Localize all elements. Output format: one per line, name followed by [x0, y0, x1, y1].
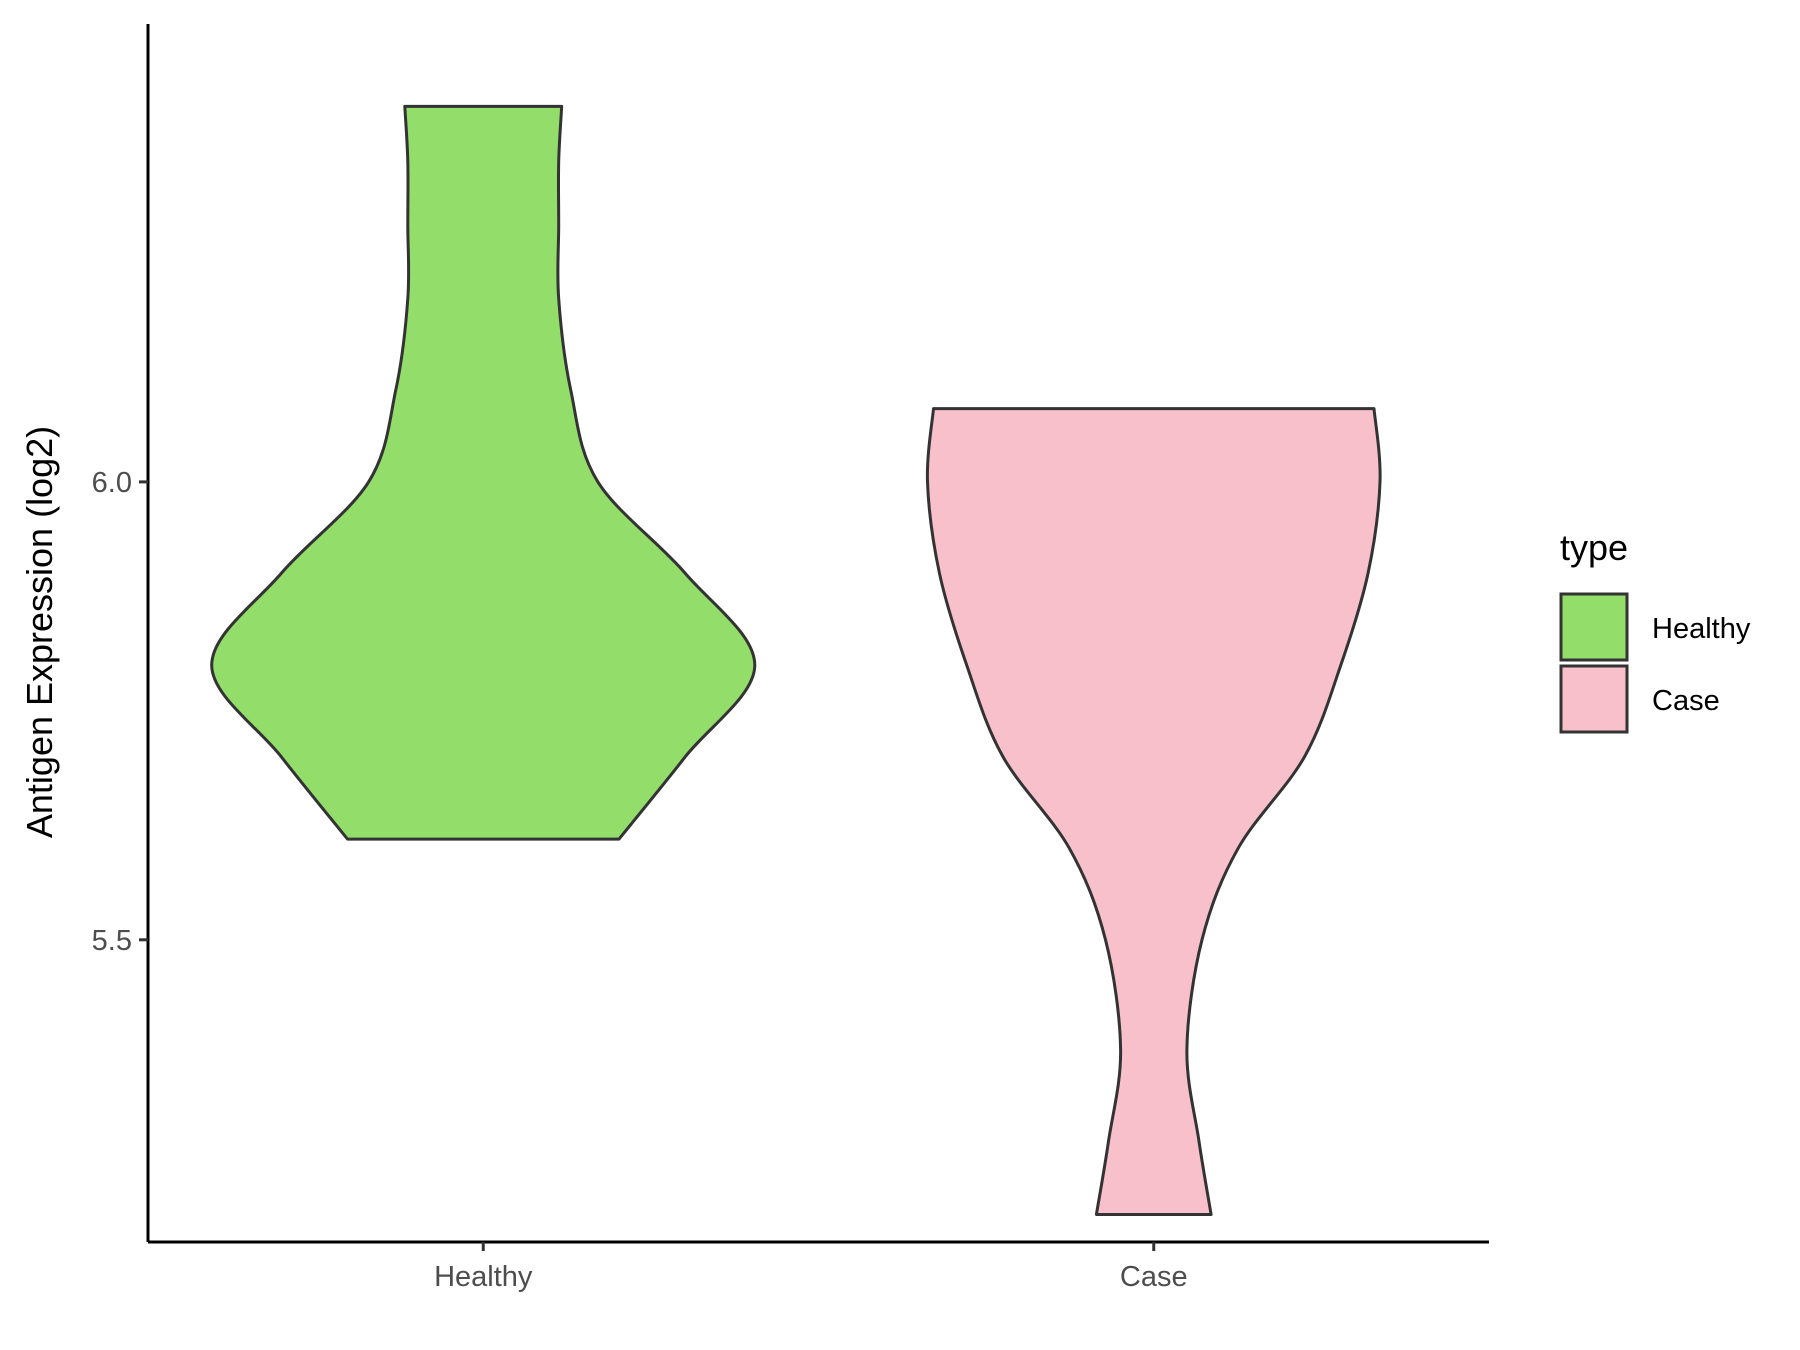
violin-case [925, 407, 1382, 1216]
x-ticks: Healthy Case [434, 1242, 1188, 1293]
y-axis-title: Antigen Expression (log2) [19, 426, 60, 838]
y-tick-label: 6.0 [92, 467, 132, 499]
legend-label-case: Case [1652, 685, 1720, 717]
x-tick-label: Healthy [434, 1261, 533, 1293]
legend-swatch-case [1559, 664, 1629, 734]
y-ticks: 5.5 6.0 [92, 467, 148, 957]
legend: type Healthy Case [1559, 527, 1751, 734]
legend-swatch-healthy [1559, 592, 1629, 662]
legend-label-healthy: Healthy [1652, 613, 1751, 645]
x-tick-label: Case [1120, 1261, 1188, 1293]
violin-healthy [210, 104, 757, 841]
violin-layer [210, 104, 1382, 1216]
y-tick-label: 5.5 [92, 925, 132, 957]
legend-title: type [1560, 527, 1628, 568]
